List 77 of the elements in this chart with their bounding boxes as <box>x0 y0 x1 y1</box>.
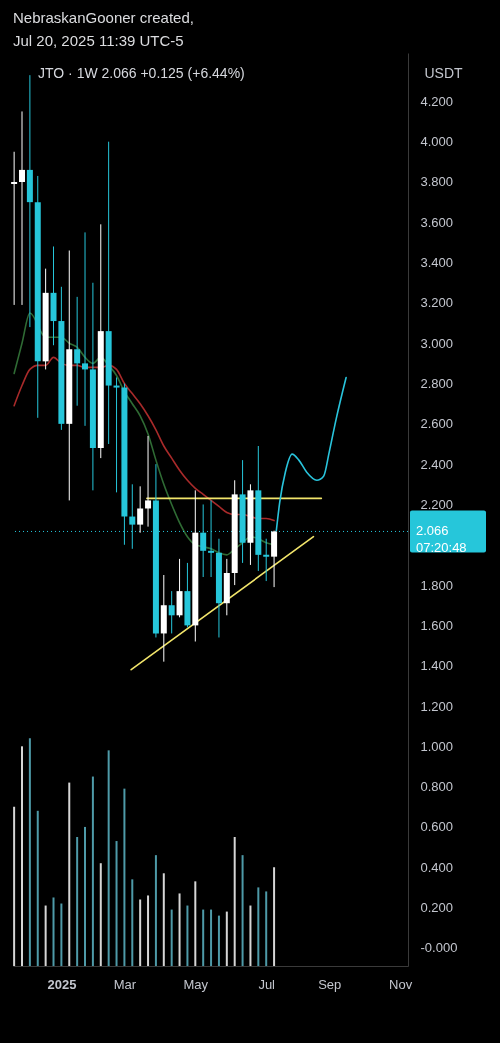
y-axis-title: USDT <box>424 64 463 81</box>
bar <box>76 837 79 966</box>
bar <box>249 905 252 966</box>
candlestick <box>200 503 207 578</box>
candlestick <box>263 538 270 582</box>
bar <box>265 891 268 966</box>
y-tick-label: 4.000 <box>420 134 454 150</box>
bar <box>123 788 126 966</box>
bar <box>13 806 16 966</box>
y-tick-label: 2.800 <box>420 376 454 392</box>
bar <box>52 897 55 966</box>
y-tick-label: 1.800 <box>420 577 454 593</box>
x-tick-label: May <box>183 976 209 992</box>
bar <box>84 826 87 966</box>
bar <box>178 893 181 966</box>
bar <box>186 905 189 966</box>
candlestick <box>208 499 215 578</box>
candlestick <box>145 435 152 528</box>
y-tick-label: 0.600 <box>420 819 454 835</box>
bar <box>115 841 118 966</box>
y-tick-label: 0.800 <box>420 779 454 795</box>
bar <box>99 863 102 966</box>
y-tick-label: 1.000 <box>420 738 454 754</box>
text: Jul 20, 2025 11:39 UTC-5 <box>13 32 184 49</box>
y-tick-label: -0.000 <box>420 940 458 956</box>
text: JTO · 1W 2.066 +0.125 (+6.44%) <box>38 65 245 81</box>
bar <box>44 905 47 966</box>
bar <box>170 909 173 966</box>
bar <box>233 837 236 966</box>
bar <box>257 887 260 966</box>
x-tick-label: Jul <box>258 976 276 992</box>
bar <box>225 911 228 966</box>
candlestick <box>113 376 120 493</box>
bar <box>107 750 110 966</box>
y-tick-label: 2.200 <box>420 496 454 512</box>
candlestick <box>11 151 18 306</box>
y-tick-label: 0.400 <box>420 859 454 875</box>
bar <box>60 903 63 966</box>
y-tick-label: 2.600 <box>420 416 454 432</box>
candlestick <box>82 231 89 427</box>
candlestick <box>74 296 81 407</box>
bar <box>162 873 165 966</box>
y-tick-label: 1.200 <box>420 698 454 714</box>
bar <box>36 810 39 966</box>
bar <box>202 909 205 966</box>
y-tick-label: 1.600 <box>420 617 454 633</box>
bar <box>217 915 220 966</box>
bar <box>273 867 276 966</box>
y-tick-label: 3.000 <box>420 335 454 351</box>
candlestick <box>168 590 175 634</box>
bar <box>68 782 71 966</box>
x-tick-label: 2025 <box>47 976 77 992</box>
y-tick-label: 3.800 <box>420 174 454 190</box>
y-tick-label: 0.200 <box>420 900 454 916</box>
y-tick-label: 1.400 <box>420 658 454 674</box>
text: NebraskanGooner created, <box>13 9 194 26</box>
y-tick-label: 3.600 <box>420 214 454 230</box>
bar <box>28 738 31 966</box>
bar <box>147 895 150 966</box>
bar <box>194 881 197 966</box>
y-tick-label: 3.400 <box>420 255 454 271</box>
x-tick-label: Nov <box>389 976 413 992</box>
bar <box>21 746 23 966</box>
bar <box>154 855 157 966</box>
y-tick-label: 4.200 <box>420 93 454 109</box>
ref-line-label: 2.066 07:20:48 <box>416 523 467 556</box>
x-tick-label: Mar <box>113 976 137 992</box>
x-tick-label: Sep <box>318 976 342 992</box>
y-tick-label: 3.200 <box>420 295 454 311</box>
bar <box>131 879 134 966</box>
bar <box>241 855 244 966</box>
bar <box>210 909 213 966</box>
bar <box>91 776 94 966</box>
candlestick <box>19 110 25 306</box>
bar <box>139 899 142 966</box>
y-tick-label: 2.400 <box>420 456 454 472</box>
candlestick <box>137 485 144 534</box>
